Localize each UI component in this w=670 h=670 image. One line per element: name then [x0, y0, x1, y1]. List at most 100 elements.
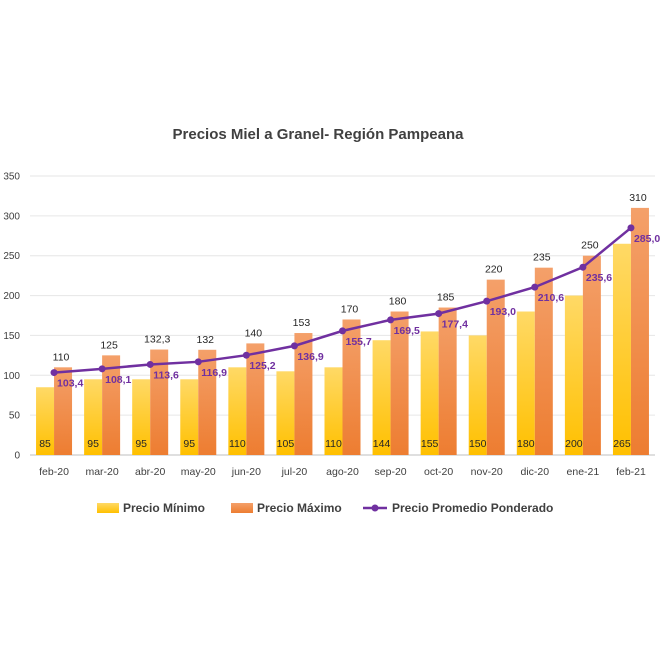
- bar-precio-minimo: [276, 371, 295, 455]
- data-label-precio-minimo: 110: [325, 438, 342, 450]
- data-label-precio-maximo: 180: [389, 296, 407, 308]
- bar-precio-maximo: [342, 319, 361, 455]
- x-tick-label: feb-20: [39, 466, 69, 478]
- y-tick-label: 100: [3, 371, 20, 382]
- x-tick-label: ene-21: [567, 466, 600, 478]
- legend: Precio Mínimo Precio Máximo Precio Promedi…: [97, 501, 553, 515]
- bar-precio-maximo: [102, 355, 121, 455]
- data-label-precio-minimo: 150: [469, 438, 487, 450]
- point-precio-promedio: [339, 327, 346, 335]
- x-tick-label: dic-20: [521, 466, 550, 478]
- data-label-precio-minimo: 144: [373, 438, 391, 450]
- y-tick-label: 200: [3, 291, 20, 302]
- x-axis-ticks: feb-20 mar-20 abr-20 may-20 jun-20 jul-20 ago-…: [39, 466, 646, 478]
- data-label-precio-maximo: 153: [293, 317, 311, 329]
- x-tick-label: ago-20: [326, 466, 359, 478]
- x-tick-label: sep-20: [375, 466, 407, 478]
- bar-precio-maximo: [534, 267, 553, 455]
- point-precio-promedio: [435, 310, 443, 318]
- data-label-precio-promedio: 116,9: [201, 367, 227, 379]
- bar-precio-maximo: [54, 367, 73, 455]
- data-label-precio-promedio: 169,5: [394, 325, 420, 337]
- point-precio-promedio: [531, 283, 539, 291]
- x-tick-label: feb-21: [616, 466, 646, 478]
- bar-precio-minimo: [132, 379, 151, 455]
- data-label-precio-maximo: 132: [197, 334, 215, 346]
- data-label-precio-minimo: 85: [39, 438, 51, 450]
- data-label-precio-minimo: 95: [87, 438, 99, 450]
- point-precio-promedio: [387, 316, 395, 324]
- bar-precio-minimo: [324, 367, 343, 455]
- data-label-precio-promedio: 103,4: [57, 378, 83, 390]
- bar-precio-maximo: [198, 349, 217, 455]
- data-label-precio-promedio: 136,9: [297, 351, 323, 363]
- point-precio-promedio: [627, 224, 635, 232]
- bar-precio-maximo: [390, 311, 409, 455]
- bar-precio-maximo: [294, 333, 313, 455]
- chart-title: Precios Miel a Granel- Región Pampeana: [173, 126, 465, 143]
- data-label-precio-minimo: 265: [613, 438, 631, 450]
- bar-precio-maximo: [582, 255, 601, 455]
- data-label-precio-maximo: 132,3: [144, 334, 170, 346]
- bar-precio-minimo: [516, 311, 535, 455]
- x-tick-label: oct-20: [424, 466, 453, 478]
- data-label-precio-minimo: 105: [277, 438, 295, 450]
- y-tick-label: 350: [3, 172, 20, 183]
- bar-precio-minimo: [420, 331, 439, 455]
- data-label-precio-promedio: 113,6: [153, 369, 179, 381]
- x-tick-label: jul-20: [281, 466, 308, 478]
- x-tick-label: may-20: [181, 466, 216, 478]
- data-label-precio-maximo: 250: [581, 240, 599, 252]
- average-line: [50, 224, 635, 377]
- y-axis-ticks: 0 50 100 150 200 250 300 350: [3, 172, 20, 462]
- legend-label-precio-maximo: Precio Máximo: [257, 501, 342, 515]
- bars: [36, 207, 649, 455]
- data-label-precio-minimo: 95: [183, 438, 195, 450]
- legend-swatch-precio-maximo: [231, 503, 253, 513]
- bar-precio-maximo: [486, 279, 505, 455]
- bar-precio-minimo: [36, 387, 55, 455]
- bar-precio-maximo: [438, 307, 457, 455]
- data-label-precio-promedio: 177,4: [442, 319, 468, 331]
- data-label-precio-maximo: 310: [629, 192, 647, 204]
- bar-precio-minimo: [564, 295, 583, 455]
- data-label-precio-maximo: 220: [485, 264, 503, 276]
- data-label-precio-promedio: 285,0: [634, 233, 660, 245]
- y-tick-label: 250: [3, 251, 20, 262]
- x-tick-label: mar-20: [85, 466, 118, 478]
- data-label-precio-promedio: 108,1: [105, 374, 131, 386]
- bar-precio-maximo: [150, 349, 169, 455]
- legend-marker-precio-promedio: [371, 504, 379, 512]
- point-precio-promedio: [194, 358, 202, 366]
- data-label-precio-promedio: 193,0: [490, 306, 516, 318]
- data-label-precio-maximo: 110: [53, 351, 70, 363]
- point-precio-promedio: [146, 360, 154, 368]
- bar-precio-minimo: [84, 379, 103, 455]
- bar-precio-maximo: [630, 207, 649, 455]
- data-label-precio-maximo: 185: [437, 292, 455, 304]
- x-tick-label: nov-20: [471, 466, 503, 478]
- y-tick-label: 50: [9, 411, 21, 422]
- bar-precio-minimo: [612, 243, 631, 455]
- data-label-precio-minimo: 200: [565, 438, 583, 450]
- data-label-precio-maximo: 235: [533, 252, 551, 264]
- y-tick-label: 300: [3, 211, 20, 222]
- bar-precio-minimo: [372, 340, 391, 455]
- data-label-precio-promedio: 125,2: [249, 360, 275, 372]
- data-label-precio-minimo: 110: [229, 438, 246, 450]
- x-tick-label: abr-20: [135, 466, 166, 478]
- data-labels: 85 110 95 125 95 132,3 95 132 110 140 105 153 110 170…: [39, 192, 660, 450]
- data-label-precio-minimo: 180: [517, 438, 535, 450]
- y-tick-label: 0: [14, 451, 20, 462]
- data-label-precio-maximo: 170: [341, 303, 359, 315]
- legend-label-precio-promedio: Precio Promedio Ponderado: [392, 501, 553, 515]
- bar-precio-minimo: [468, 335, 487, 455]
- point-precio-promedio: [242, 351, 250, 359]
- point-precio-promedio: [483, 297, 491, 305]
- point-precio-promedio: [50, 369, 58, 377]
- x-tick-label: jun-20: [231, 466, 261, 478]
- data-label-precio-maximo: 140: [245, 327, 263, 339]
- data-label-precio-maximo: 125: [100, 339, 118, 351]
